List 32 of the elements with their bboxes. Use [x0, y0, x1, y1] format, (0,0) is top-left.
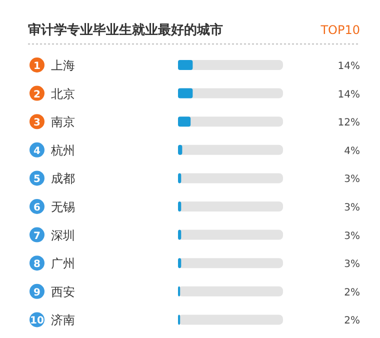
data-label: 4% [344, 146, 360, 157]
text: 9 [34, 287, 41, 298]
data-label: 3% [344, 174, 360, 186]
chart-title: 审计学专业毕业生就业最好的城市 [28, 22, 223, 38]
y-tick-label: 南京 [51, 115, 75, 130]
data-label: 3% [344, 230, 360, 242]
text: TOP10 [320, 23, 360, 37]
text: 4 [34, 146, 41, 157]
y-tick-label: 广州 [51, 256, 75, 271]
data-label: 2% [344, 287, 360, 298]
text: 1 [34, 61, 41, 72]
data-label: 12% [338, 118, 360, 129]
text: 10 [30, 316, 44, 327]
y-tick-label: 深圳 [51, 228, 75, 242]
data-label: 2% [344, 316, 360, 327]
text: 5 [34, 174, 41, 186]
data-label: 3% [344, 259, 360, 270]
y-tick-label: 成都 [51, 172, 75, 186]
text: 2 [34, 89, 41, 100]
y-tick-label: 无锡 [51, 200, 75, 214]
text: 7 [34, 230, 41, 242]
y-tick-label: 北京 [51, 86, 75, 101]
data-label: 3% [344, 202, 360, 214]
data-label: 14% [338, 61, 360, 72]
y-tick-label: 杭州 [50, 143, 75, 158]
y-tick-label: 济南 [51, 313, 75, 328]
text: 6 [34, 202, 41, 214]
y-tick-label: 上海 [51, 58, 75, 72]
data-label: 14% [338, 89, 360, 100]
text: 8 [34, 259, 41, 270]
text: 3 [34, 118, 41, 129]
y-tick-label: 西安 [51, 284, 75, 299]
